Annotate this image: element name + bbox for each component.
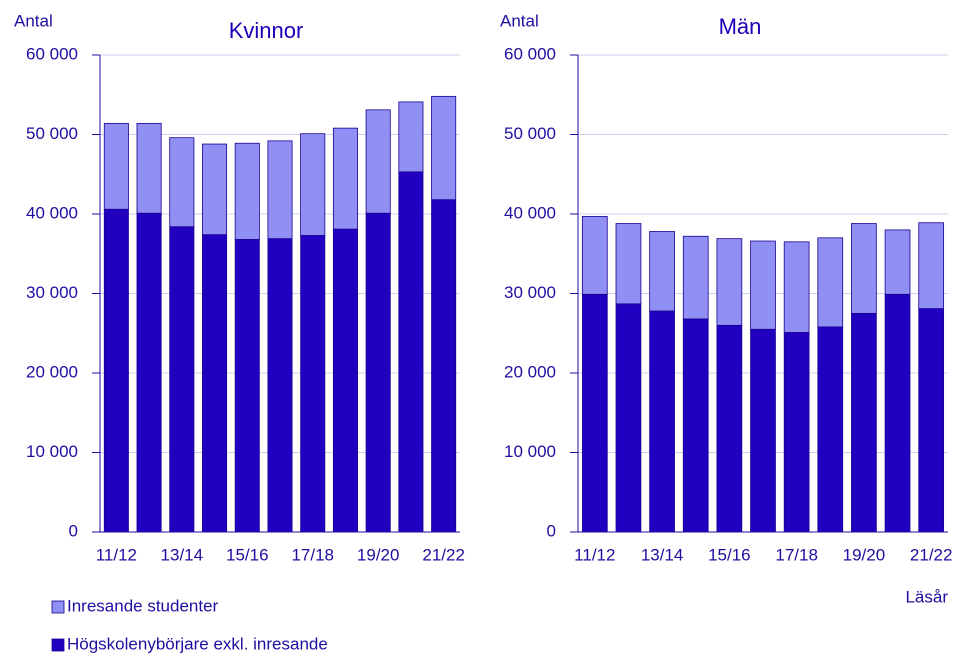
bar-segment xyxy=(365,212,391,533)
bar-segment xyxy=(716,238,743,326)
bar-segment xyxy=(918,222,945,310)
y-tick-label: 30 000 xyxy=(504,283,556,302)
bar-segment xyxy=(398,171,424,533)
x-tick-label: 21/22 xyxy=(910,545,953,564)
bar-segment xyxy=(851,223,877,314)
y-tick-label: 50 000 xyxy=(504,124,556,143)
y-tick-label: 20 000 xyxy=(26,362,78,381)
x-tick-label: 13/14 xyxy=(641,545,684,564)
bar-segment xyxy=(682,318,709,533)
bar-segment xyxy=(202,143,228,236)
bar-segment xyxy=(884,229,911,295)
bar-segment xyxy=(136,122,162,214)
bar-segment xyxy=(884,293,911,533)
y-tick-label: 0 xyxy=(69,521,78,540)
y-tick-label: 20 000 xyxy=(504,362,556,381)
bar-segment xyxy=(750,328,776,533)
x-axis-label: Läsår xyxy=(905,587,948,606)
x-tick-label: 21/22 xyxy=(422,545,465,564)
y-tick-label: 10 000 xyxy=(504,442,556,461)
x-tick-label: 19/20 xyxy=(357,545,400,564)
x-tick-label: 15/16 xyxy=(226,545,269,564)
y-tick-label: 40 000 xyxy=(26,203,78,222)
y-tick-label: 60 000 xyxy=(504,44,556,63)
y-axis-label: Antal xyxy=(500,11,539,30)
bar-segment xyxy=(300,133,326,236)
bar-segment xyxy=(169,226,195,533)
legend-label: Högskolenybörjare exkl. inresande xyxy=(67,634,328,653)
bar-segment xyxy=(783,332,810,533)
y-tick-label: 10 000 xyxy=(26,442,78,461)
x-tick-label: 13/14 xyxy=(161,545,204,564)
bar-segment xyxy=(332,127,358,230)
y-tick-label: 60 000 xyxy=(26,44,78,63)
legend-swatch xyxy=(51,600,65,614)
y-axis-label: Antal xyxy=(14,11,53,30)
x-tick-label: 17/18 xyxy=(775,545,818,564)
bar-segment xyxy=(267,140,293,240)
y-tick-label: 50 000 xyxy=(26,124,78,143)
bar-segment xyxy=(398,101,424,173)
x-tick-label: 15/16 xyxy=(708,545,751,564)
x-tick-label: 19/20 xyxy=(843,545,886,564)
bar-segment xyxy=(431,199,457,533)
y-tick-label: 30 000 xyxy=(26,283,78,302)
bar-segment xyxy=(365,109,391,214)
bar-segment xyxy=(234,142,260,240)
bar-segment xyxy=(682,235,709,320)
bar-segment xyxy=(649,310,675,533)
bar-segment xyxy=(851,312,877,533)
bar-segment xyxy=(649,231,675,312)
y-tick-label: 0 xyxy=(547,521,556,540)
bar-segment xyxy=(750,240,776,330)
bar-segment xyxy=(581,293,608,533)
y-tick-label: 40 000 xyxy=(504,203,556,222)
bar-segment xyxy=(615,303,642,533)
bar-segment xyxy=(103,122,129,210)
x-tick-label: 11/12 xyxy=(96,545,137,564)
chart-title: Män xyxy=(719,14,762,39)
bar-segment xyxy=(716,324,743,533)
bar-segment xyxy=(136,212,162,533)
x-tick-label: 11/12 xyxy=(574,545,615,564)
bar-segment xyxy=(234,239,260,533)
x-tick-label: 17/18 xyxy=(291,545,334,564)
bar-segment xyxy=(267,238,293,533)
legend-swatch xyxy=(51,638,65,652)
bar-segment xyxy=(300,235,326,533)
bar-segment xyxy=(431,95,457,201)
chart-title: Kvinnor xyxy=(229,18,304,43)
bar-segment xyxy=(332,228,358,533)
bar-segment xyxy=(202,234,228,533)
bar-segment xyxy=(615,223,642,305)
legend-label: Inresande studenter xyxy=(67,596,219,615)
bar-segment xyxy=(817,237,844,328)
bar-segment xyxy=(581,215,608,295)
bar-segment xyxy=(918,308,945,533)
bar-segment xyxy=(817,326,844,533)
bar-segment xyxy=(169,137,195,228)
bar-segment xyxy=(103,208,129,533)
bar-segment xyxy=(783,241,810,333)
